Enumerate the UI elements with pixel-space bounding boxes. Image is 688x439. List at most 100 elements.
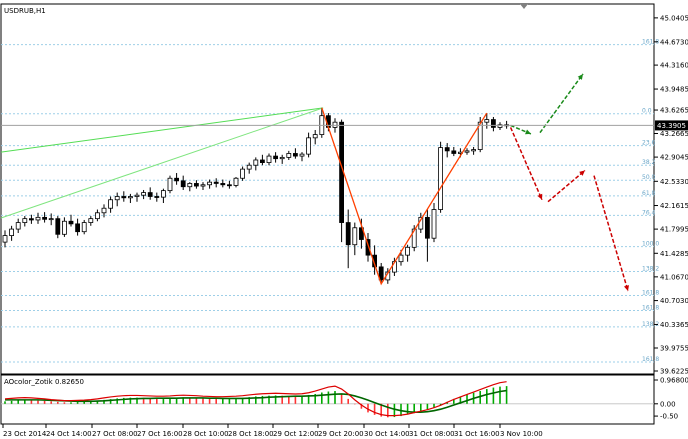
indicator-frame[interactable] (0, 374, 655, 425)
candle-body (292, 153, 298, 157)
zigzag-path (321, 107, 488, 286)
candle-body (55, 218, 61, 235)
candle-body (378, 266, 384, 281)
candle-body (471, 149, 477, 152)
candle-body (279, 156, 285, 160)
forecast-arrow-up-2 (539, 73, 584, 134)
price-axis: 45.0405 44.6730 44.3160 43.9485 43.6265 43.26… (654, 14, 688, 376)
ao-histogram (1, 381, 654, 418)
time-axis-label: 3 Nov 10:00 (500, 430, 543, 438)
candle-body (332, 121, 338, 128)
forecast-arrow-down-1 (509, 127, 543, 201)
indicator-axis-label: 0.968004 (660, 377, 688, 385)
candle-body (240, 168, 246, 179)
candle-body (9, 228, 15, 236)
main-chart-frame[interactable] (0, 3, 655, 375)
candle-body (180, 180, 186, 188)
trend-line (0, 107, 324, 219)
forecast-arrow-down-2 (547, 169, 586, 203)
time-axis-label: 31 Oct 16:00 (454, 430, 500, 438)
fib-level-label: 38.2 (642, 159, 656, 166)
fibonacci-levels: 161.8 0.0 23.6 38.2 50.0 61.8 76.4 100.0 138.2 16… (1, 39, 659, 363)
fib-level-label: 161.8 (642, 356, 659, 363)
fib-level-label: 50.0 (642, 174, 656, 181)
trend-line (0, 107, 324, 153)
candle-body (207, 181, 213, 186)
price-axis-label: 42.5330 (660, 178, 688, 186)
candle-body (134, 194, 140, 197)
candle-body (213, 181, 219, 184)
candle-body (187, 183, 193, 188)
time-axis-label: 31 Oct 08:00 (409, 430, 455, 438)
fib-level-label: 161.8 (642, 305, 659, 312)
candle-body (306, 137, 312, 155)
candle-body (411, 228, 417, 248)
price-axis-label: 39.6225 (660, 368, 688, 376)
candle-body (444, 147, 450, 152)
price-axis-label: 41.4285 (660, 250, 688, 258)
time-axis: 23 Oct 2014 24 Oct 14:00 27 Oct 08:00 27 Oc… (2, 424, 543, 438)
candle-body (246, 164, 252, 170)
candle-body (451, 150, 457, 154)
candle-body (273, 155, 279, 160)
candle-body (193, 183, 199, 187)
candle-body (114, 196, 120, 201)
candle-body (312, 134, 318, 139)
time-axis-label: 28 Oct 10:00 (183, 430, 229, 438)
candle-body (424, 216, 430, 239)
candle-body (484, 119, 490, 123)
candle-body (154, 196, 160, 198)
time-axis-label: 23 Oct 2014 (3, 430, 47, 438)
candle-body (174, 177, 180, 182)
fib-level-label: 138.2 (642, 321, 659, 328)
forecast-arrow-down-1-head (537, 193, 543, 200)
candle-body (372, 254, 378, 268)
candle-body (28, 218, 34, 221)
candle-body (62, 220, 67, 235)
candle-body (200, 184, 206, 187)
price-axis-label: 40.7030 (660, 297, 688, 305)
candle-body (233, 177, 239, 186)
candle-body (431, 209, 437, 239)
price-axis-label: 44.3160 (660, 62, 688, 70)
price-axis-label: 41.0670 (660, 273, 688, 281)
price-axis-label: 45.0405 (660, 14, 688, 22)
candle-body (48, 218, 54, 221)
candle-body (167, 177, 173, 192)
candle-body (2, 235, 8, 243)
fib-level-label: 76.4 (642, 209, 656, 216)
candle-body (42, 216, 47, 220)
chart-shift-marker[interactable] (520, 4, 528, 9)
candle-body (345, 222, 351, 246)
price-axis-label: 39.9755 (660, 344, 688, 352)
candle-body (101, 207, 107, 214)
forecast-arrow-down-3-head (623, 285, 629, 291)
indicator-title: AOcolor_Zotik 0.82650 (4, 378, 84, 386)
candle-body (95, 212, 100, 220)
current-price-label: 43.3905 (657, 122, 686, 130)
time-axis-label: 27 Oct 08:00 (92, 430, 138, 438)
candle-body (81, 222, 87, 233)
time-axis-label: 27 Oct 16:00 (137, 430, 183, 438)
price-axis-label: 43.6265 (660, 107, 688, 115)
candle-body (147, 192, 153, 197)
candle-body (127, 196, 133, 199)
candle-body (438, 147, 444, 210)
fib-level-label: 138.2 (642, 265, 659, 272)
forecast-arrow-up-1-head (525, 129, 531, 135)
candle-body (35, 216, 41, 221)
indicator-axis-label: 0.00 (660, 400, 676, 408)
price-axis-label: 44.6730 (660, 38, 688, 46)
candle-body (477, 121, 483, 150)
candle-body (141, 192, 147, 196)
zigzag-line (321, 107, 488, 286)
time-axis-label: 29 Oct 12:00 (273, 430, 319, 438)
fib-level-label: 23.6 (642, 140, 656, 147)
candle-body (286, 153, 292, 158)
candle-body (220, 183, 226, 186)
candle-body (358, 227, 364, 240)
fib-level-label: 161.8 (642, 290, 659, 297)
fib-level-label: 61.8 (642, 190, 656, 197)
candle-body (160, 190, 166, 198)
